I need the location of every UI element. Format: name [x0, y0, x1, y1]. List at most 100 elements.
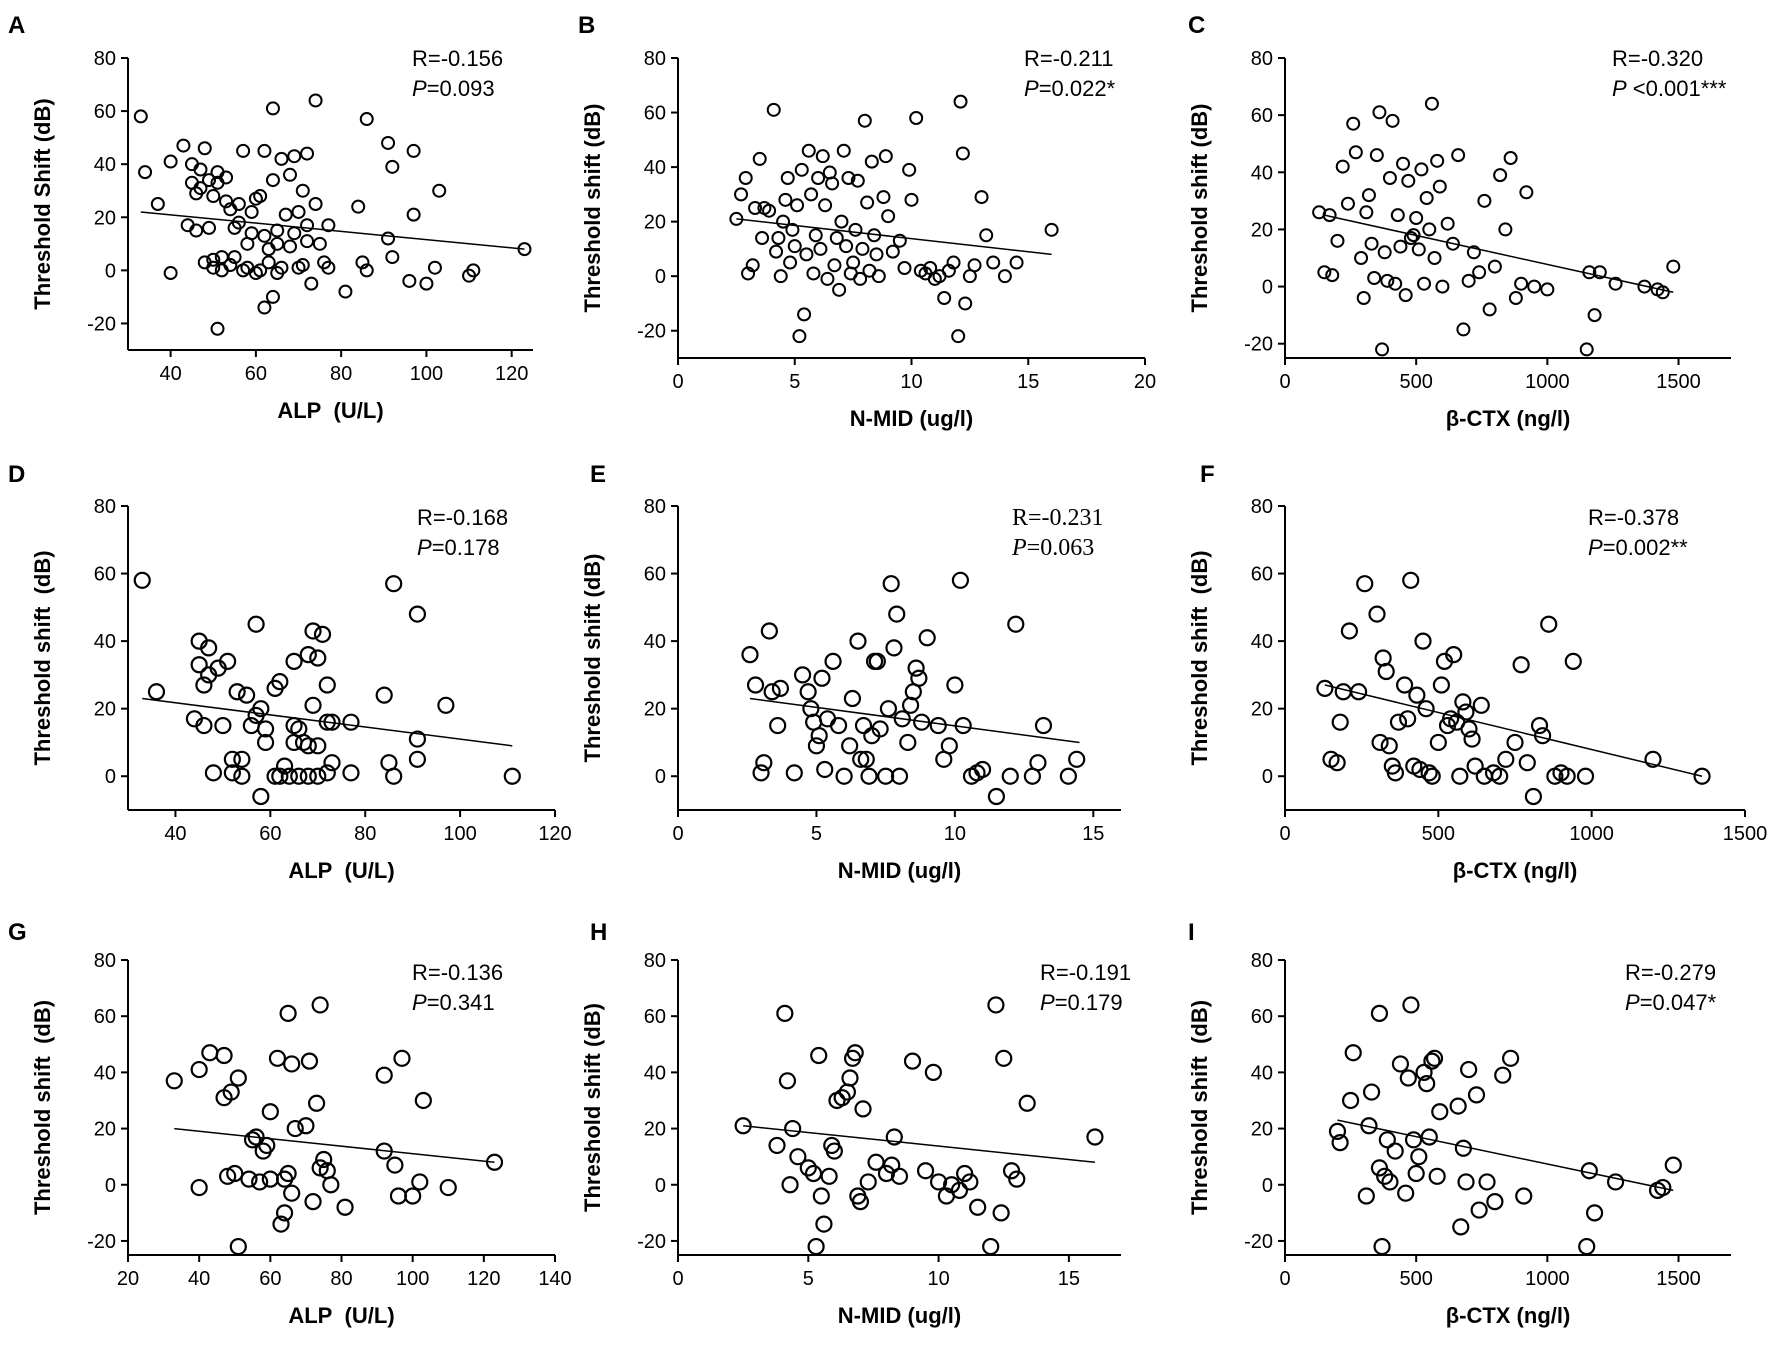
- correlation-r: R=-0.191: [1040, 960, 1131, 985]
- data-point: [359, 263, 374, 278]
- p-value: P=0.047*: [1625, 990, 1717, 1015]
- data-point: [432, 183, 447, 198]
- data-point: [762, 203, 777, 218]
- x-tick-label: 1000: [1525, 371, 1570, 393]
- data-point: [799, 1159, 817, 1177]
- data-point: [1389, 713, 1408, 731]
- data-point: [193, 162, 208, 177]
- data-point: [885, 639, 903, 657]
- data-point: [1402, 996, 1420, 1014]
- p-value-number: =0.022*: [1039, 76, 1116, 101]
- data-point: [285, 716, 303, 735]
- y-tick-label: 40: [94, 631, 116, 653]
- data-point: [776, 1004, 794, 1022]
- data-point: [228, 683, 246, 701]
- data-point: [792, 329, 807, 344]
- data-point: [834, 214, 849, 229]
- data-point: [165, 1072, 183, 1090]
- y-tick-label: 40: [94, 154, 116, 176]
- data-point: [1398, 288, 1413, 303]
- data-point: [1361, 188, 1376, 203]
- data-point: [307, 1094, 326, 1112]
- data-point: [1395, 676, 1414, 694]
- data-point: [1340, 622, 1359, 640]
- data-point: [1317, 265, 1332, 280]
- data-point: [771, 679, 790, 698]
- data-point: [485, 1153, 504, 1171]
- data-point: [829, 716, 848, 735]
- data-point: [1399, 710, 1417, 728]
- data-point: [1487, 259, 1502, 274]
- data-point: [386, 1156, 404, 1174]
- data-point: [1335, 159, 1350, 174]
- data-point: [987, 787, 1006, 806]
- data-point: [1457, 1173, 1475, 1191]
- data-point: [734, 1117, 752, 1135]
- data-point: [321, 260, 336, 275]
- data-point: [1654, 1178, 1672, 1197]
- data-point: [1540, 282, 1555, 297]
- p-value: P <0.001***: [1612, 76, 1727, 101]
- data-point: [851, 1193, 870, 1211]
- data-point: [190, 656, 208, 674]
- x-tick-label: 15: [1017, 371, 1039, 393]
- data-point: [1346, 116, 1361, 131]
- data-point: [1515, 1187, 1533, 1205]
- data-point: [381, 231, 396, 246]
- data-point: [318, 764, 336, 782]
- x-axis-label: β-CTX (ng/l): [1446, 1303, 1571, 1328]
- x-tick-label: 0: [672, 371, 683, 393]
- data-point: [816, 760, 834, 779]
- data-point: [769, 244, 784, 259]
- data-point: [813, 241, 828, 256]
- data-point: [729, 211, 744, 226]
- data-point: [1417, 276, 1432, 291]
- data-point: [231, 215, 246, 230]
- data-point: [1367, 271, 1382, 285]
- data-point: [308, 197, 323, 211]
- data-point: [202, 220, 216, 235]
- y-tick-label: 20: [1251, 1119, 1273, 1141]
- data-point: [812, 1187, 830, 1205]
- data-point: [1454, 1139, 1473, 1157]
- data-point: [1429, 733, 1447, 752]
- data-point: [1482, 302, 1497, 317]
- data-point: [992, 1204, 1010, 1222]
- y-tick-label: 60: [644, 103, 666, 125]
- data-point: [1359, 205, 1374, 220]
- data-point: [1477, 193, 1492, 208]
- regression-line: [1337, 1119, 1674, 1192]
- data-point: [1497, 750, 1515, 768]
- data-point: [190, 1178, 208, 1197]
- data-point: [1356, 575, 1374, 593]
- data-point: [195, 716, 213, 735]
- panel-letter: A: [8, 12, 25, 39]
- data-point: [843, 689, 862, 708]
- data-point: [279, 1164, 297, 1183]
- data-point: [1328, 754, 1346, 772]
- data-point: [1371, 733, 1389, 752]
- data-point: [318, 676, 336, 694]
- data-point: [411, 1173, 429, 1191]
- p-value-number: =0.178: [432, 535, 500, 560]
- regression-line: [142, 697, 513, 747]
- data-point: [283, 1184, 301, 1202]
- data-point: [1341, 1091, 1360, 1110]
- x-tick-label: 100: [410, 363, 443, 385]
- data-point: [885, 1128, 903, 1146]
- data-point: [1432, 676, 1451, 694]
- p-symbol: P: [412, 990, 427, 1015]
- data-point: [300, 218, 315, 233]
- data-point: [240, 1170, 258, 1188]
- data-point: [804, 1164, 823, 1183]
- y-tick-label: 20: [94, 1119, 116, 1141]
- data-point: [909, 111, 924, 125]
- data-point: [1666, 259, 1681, 274]
- data-point: [780, 171, 795, 185]
- data-point: [1608, 276, 1623, 291]
- data-point: [1423, 1052, 1441, 1070]
- y-tick-label: 60: [94, 1006, 116, 1028]
- data-point: [815, 149, 830, 164]
- data-point: [857, 113, 872, 128]
- regression-line: [1324, 214, 1674, 294]
